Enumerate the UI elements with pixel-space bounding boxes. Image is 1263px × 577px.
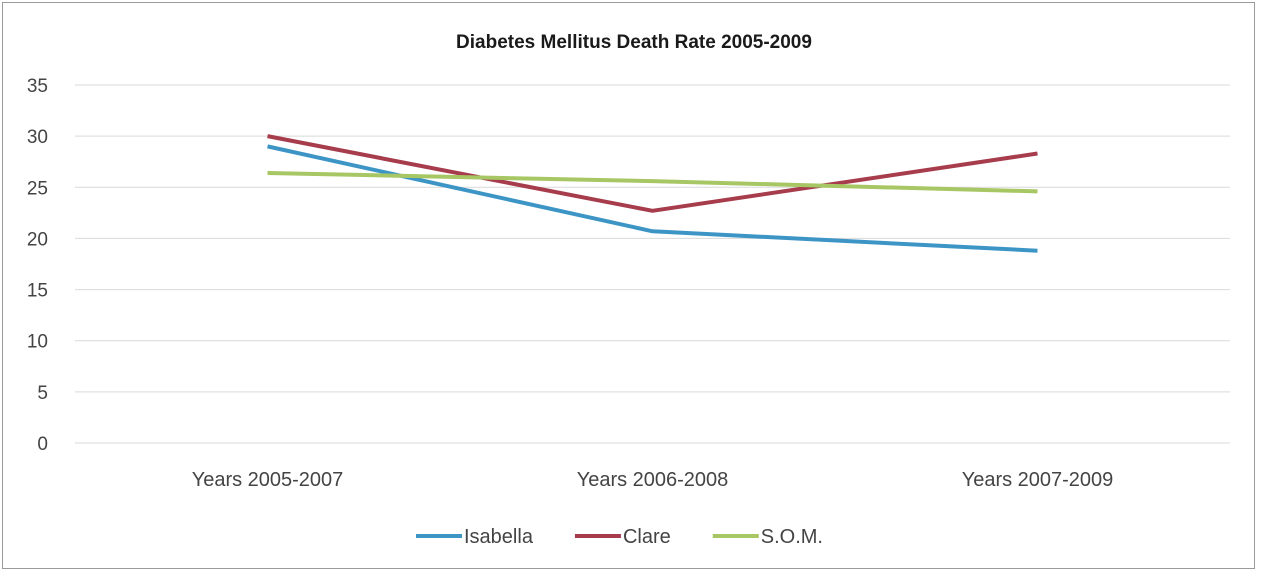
gridlines <box>75 84 1230 444</box>
y-tick-label: 25 <box>27 178 48 199</box>
x-tick-label: Years 2006-2008 <box>577 469 729 491</box>
series-lines <box>267 134 1038 253</box>
legend-label: Isabella <box>464 526 534 548</box>
y-tick-label: 10 <box>27 332 48 353</box>
y-tick-label: 0 <box>37 434 48 455</box>
y-tick-label: 15 <box>27 281 48 302</box>
series-line-clare <box>267 134 1038 213</box>
legend: Isabella Clare S.O.M. <box>416 526 823 548</box>
x-tick-label: Years 2005-2007 <box>192 469 344 491</box>
y-tick-label: 35 <box>27 76 48 97</box>
chart-frame <box>2 2 1255 569</box>
y-tick-label: 20 <box>27 229 48 250</box>
series-line-s-o-m <box>267 170 1038 194</box>
x-tick-label: Years 2007-2009 <box>962 469 1114 491</box>
y-tick-label: 30 <box>27 127 48 148</box>
y-tick-label: 5 <box>37 383 48 404</box>
legend-label: S.O.M. <box>761 526 823 548</box>
x-axis-labels: Years 2005-2007 Years 2006-2008 Years 2007… <box>192 469 1114 491</box>
legend-label: Clare <box>623 526 671 548</box>
chart-title: Diabetes Mellitus Death Rate 2005-2009 <box>456 32 812 53</box>
series-line-isabella <box>267 144 1038 253</box>
y-axis-ticks: 0 5 10 15 20 25 30 35 <box>27 76 48 455</box>
